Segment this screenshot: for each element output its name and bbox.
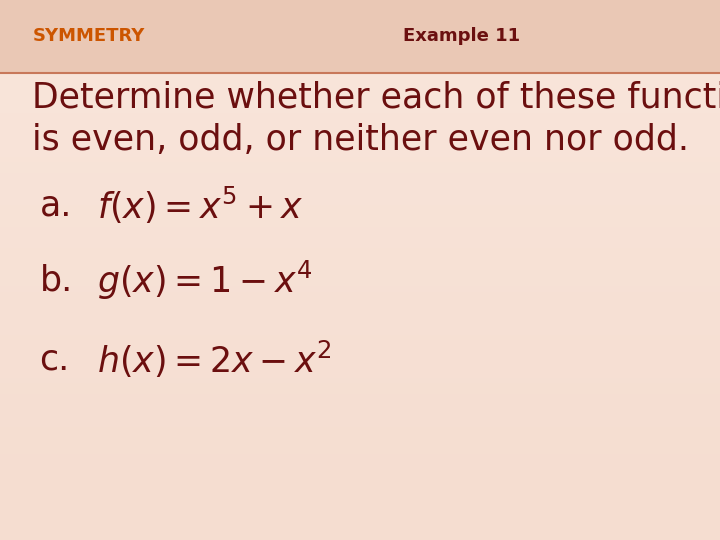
Text: $\mathit{g}(x) = 1 - x^4$: $\mathit{g}(x) = 1 - x^4$: [97, 259, 312, 302]
Text: Example 11: Example 11: [403, 27, 521, 45]
Bar: [0, 0, 720, 73]
Text: Determine whether each of these functions: Determine whether each of these function…: [32, 80, 720, 114]
Text: $\mathit{f}(x) = x^5 + x$: $\mathit{f}(x) = x^5 + x$: [97, 185, 304, 226]
Text: is even, odd, or neither even nor odd.: is even, odd, or neither even nor odd.: [32, 124, 690, 157]
Text: c.: c.: [40, 342, 70, 376]
Text: SYMMETRY: SYMMETRY: [32, 27, 145, 45]
Text: $\mathit{h}(x) = 2x - x^2$: $\mathit{h}(x) = 2x - x^2$: [97, 339, 332, 380]
Text: b.: b.: [40, 264, 73, 298]
Text: a.: a.: [40, 188, 72, 222]
